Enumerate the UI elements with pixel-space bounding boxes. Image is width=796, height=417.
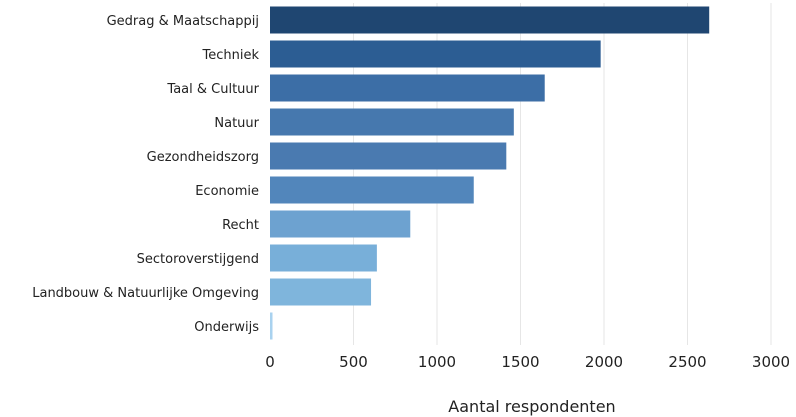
- bar: [270, 278, 372, 306]
- category-label: Sectoroverstijgend: [137, 252, 259, 267]
- category-label: Taal & Cultuur: [166, 82, 259, 97]
- category-label: Techniek: [202, 48, 260, 63]
- category-label: Landbouw & Natuurlijke Omgeving: [32, 286, 259, 301]
- bar: [270, 6, 710, 34]
- x-tick-label: 3000: [752, 353, 790, 371]
- bar: [270, 108, 514, 136]
- bar: [270, 40, 601, 68]
- x-tick-label: 1500: [501, 353, 539, 371]
- bar: [270, 74, 545, 102]
- category-label: Onderwijs: [194, 320, 259, 335]
- x-tick-label: 2500: [668, 353, 706, 371]
- x-tick-label: 1000: [418, 353, 456, 371]
- x-tick-labels: 0 500 1000 1500 2000 2500 3000: [265, 353, 790, 371]
- category-label: Economie: [195, 184, 259, 199]
- bar: [270, 210, 411, 238]
- x-axis-title: Aantal respondenten: [448, 397, 615, 416]
- x-tick-label: 2000: [585, 353, 623, 371]
- bars: [270, 6, 710, 340]
- bar: [270, 142, 507, 170]
- x-tick-label: 0: [265, 353, 275, 371]
- category-label: Gedrag & Maatschappij: [107, 14, 259, 29]
- category-label: Recht: [222, 218, 259, 233]
- category-label: Natuur: [214, 116, 259, 131]
- bar: [270, 312, 273, 340]
- category-label: Gezondheidszorg: [147, 150, 259, 165]
- x-tick-label: 500: [339, 353, 368, 371]
- bar: [270, 244, 377, 272]
- bar: [270, 176, 474, 204]
- category-labels: Gedrag & Maatschappij Techniek Taal & Cult…: [32, 14, 259, 335]
